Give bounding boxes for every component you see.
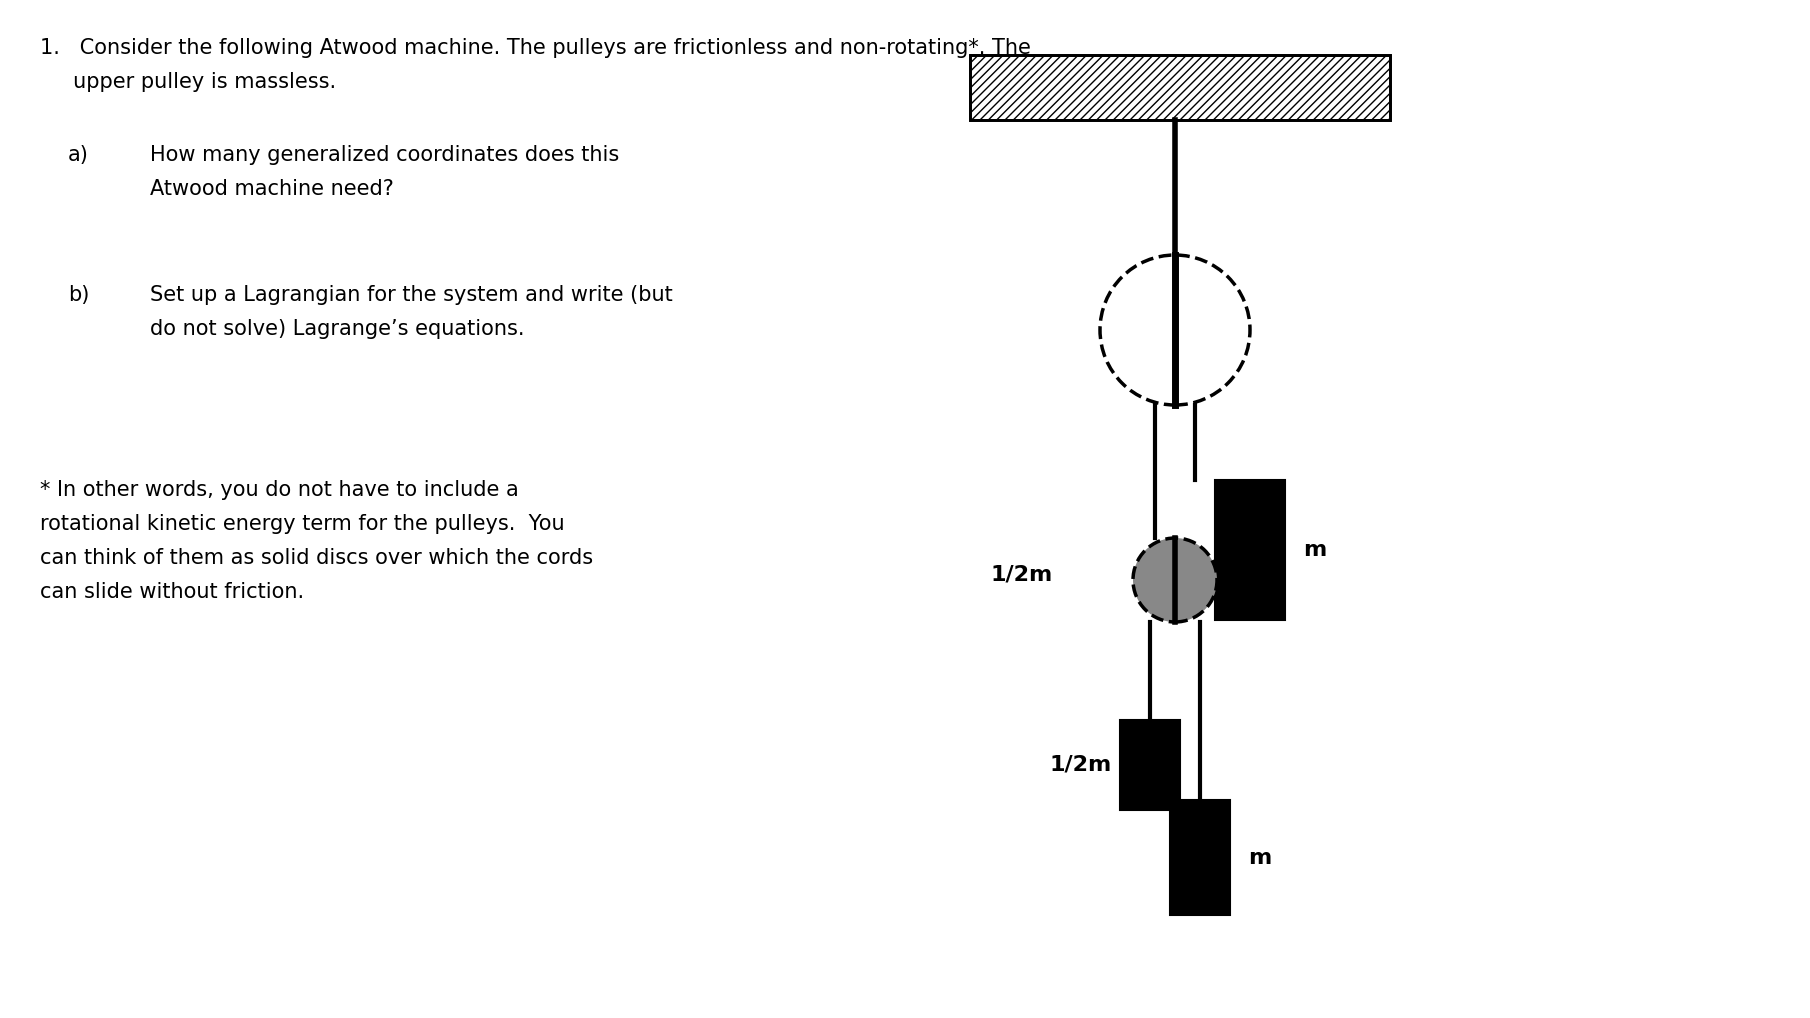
- Circle shape: [1100, 254, 1251, 405]
- Text: 1.   Consider the following Atwood machine. The pulleys are frictionless and non: 1. Consider the following Atwood machine…: [40, 38, 1032, 58]
- Text: * In other words, you do not have to include a: * In other words, you do not have to inc…: [40, 480, 519, 500]
- Text: do not solve) Lagrange’s equations.: do not solve) Lagrange’s equations.: [150, 319, 525, 339]
- Circle shape: [1133, 538, 1216, 622]
- Text: can think of them as solid discs over which the cords: can think of them as solid discs over wh…: [40, 548, 594, 568]
- Text: 1/2m: 1/2m: [1050, 755, 1111, 775]
- Text: 1/2m: 1/2m: [990, 565, 1053, 585]
- Text: m: m: [1249, 848, 1271, 868]
- Text: Atwood machine need?: Atwood machine need?: [150, 179, 395, 199]
- Text: Set up a Lagrangian for the system and write (but: Set up a Lagrangian for the system and w…: [150, 285, 673, 305]
- Bar: [1215, 480, 1285, 620]
- Bar: [1120, 720, 1180, 810]
- Bar: [970, 55, 1390, 120]
- Text: b): b): [69, 285, 89, 305]
- Text: How many generalized coordinates does this: How many generalized coordinates does th…: [150, 145, 619, 165]
- Text: m: m: [1303, 540, 1327, 560]
- Bar: [1169, 800, 1231, 915]
- Text: a): a): [69, 145, 89, 165]
- Bar: [970, 55, 1390, 120]
- Text: rotational kinetic energy term for the pulleys.  You: rotational kinetic energy term for the p…: [40, 514, 565, 534]
- Text: upper pulley is massless.: upper pulley is massless.: [40, 72, 337, 92]
- Text: can slide without friction.: can slide without friction.: [40, 582, 304, 602]
